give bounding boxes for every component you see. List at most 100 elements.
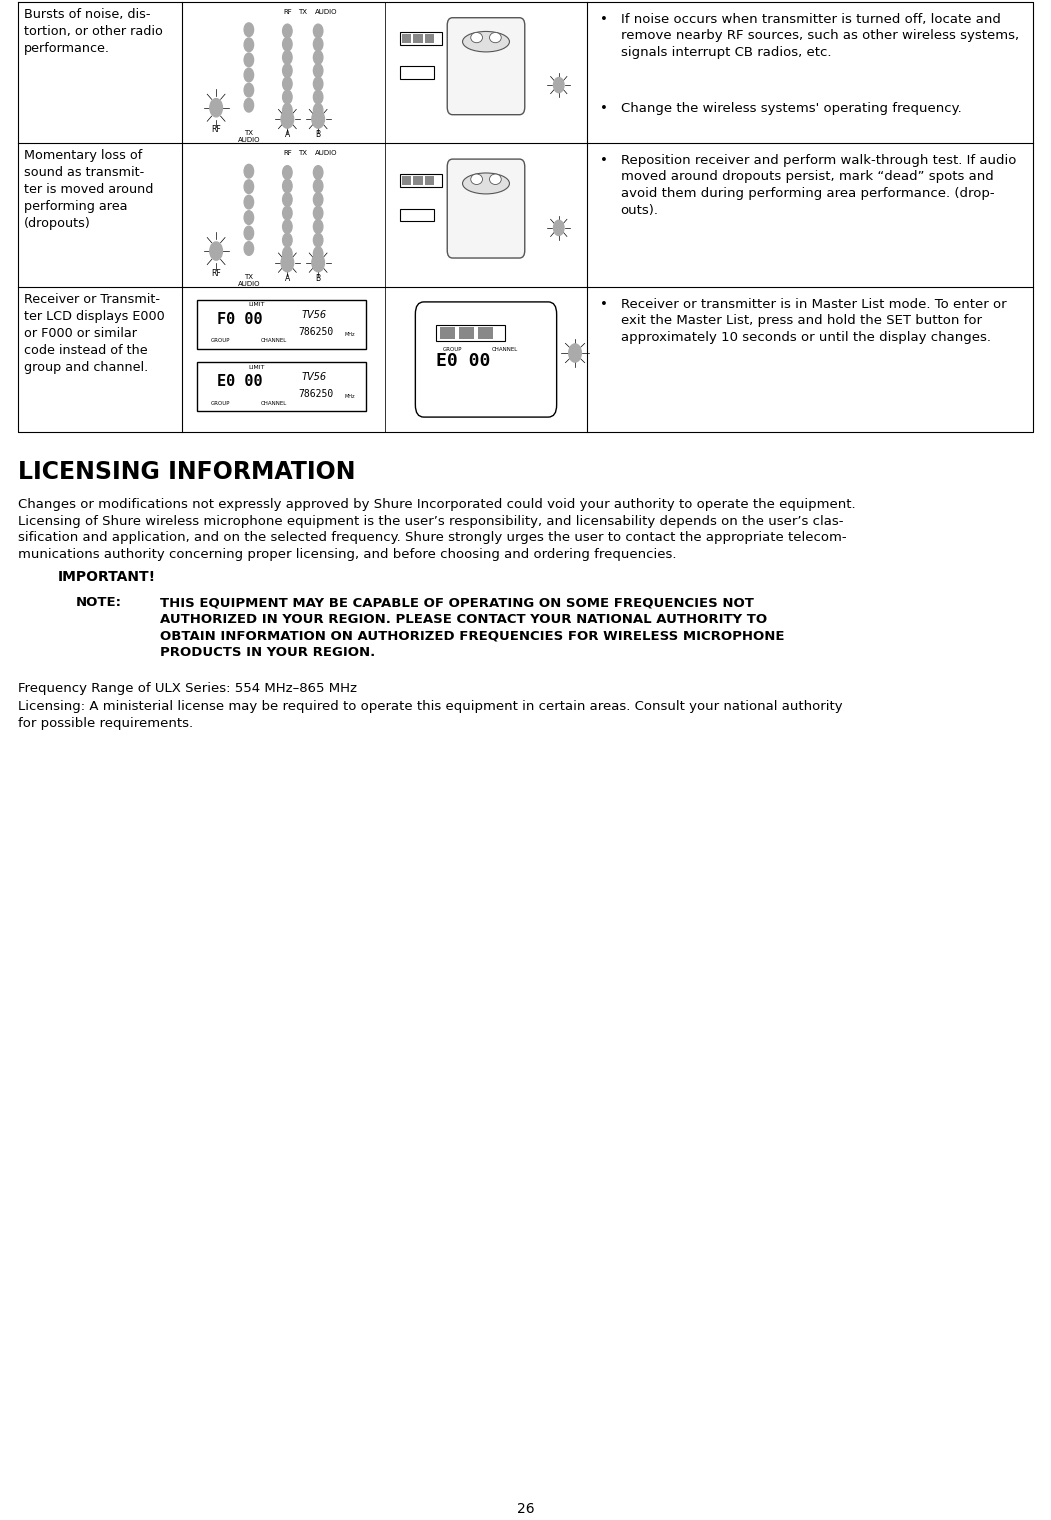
Circle shape bbox=[244, 23, 253, 36]
Circle shape bbox=[313, 38, 323, 52]
FancyBboxPatch shape bbox=[415, 302, 557, 416]
Bar bbox=[413, 33, 423, 43]
Circle shape bbox=[313, 246, 323, 260]
Circle shape bbox=[313, 207, 323, 220]
Circle shape bbox=[283, 233, 292, 246]
Circle shape bbox=[244, 211, 253, 225]
Circle shape bbox=[313, 103, 323, 117]
Text: E0 00: E0 00 bbox=[218, 374, 263, 389]
Text: RF: RF bbox=[211, 125, 221, 134]
Circle shape bbox=[210, 99, 223, 117]
Circle shape bbox=[283, 220, 292, 234]
Bar bbox=[425, 33, 434, 43]
Text: GROUP: GROUP bbox=[210, 337, 230, 344]
Circle shape bbox=[554, 220, 564, 236]
Text: Receiver or Transmit-
ter LCD displays E000
or F000 or similar
code instead of t: Receiver or Transmit- ter LCD displays E… bbox=[24, 293, 165, 374]
Circle shape bbox=[313, 90, 323, 103]
FancyBboxPatch shape bbox=[448, 160, 524, 258]
Circle shape bbox=[313, 24, 323, 38]
Bar bbox=[459, 327, 474, 339]
Circle shape bbox=[554, 78, 564, 93]
Circle shape bbox=[569, 344, 581, 362]
Text: TX: TX bbox=[298, 150, 307, 155]
Ellipse shape bbox=[462, 32, 510, 52]
Circle shape bbox=[313, 78, 323, 91]
Bar bbox=[197, 299, 366, 350]
Text: Changes or modifications not expressly approved by Shure Incorporated could void: Changes or modifications not expressly a… bbox=[18, 499, 856, 561]
Ellipse shape bbox=[471, 173, 482, 184]
Text: THIS EQUIPMENT MAY BE CAPABLE OF OPERATING ON SOME FREQUENCIES NOT
AUTHORIZED IN: THIS EQUIPMENT MAY BE CAPABLE OF OPERATI… bbox=[160, 596, 784, 660]
Circle shape bbox=[244, 226, 253, 240]
Circle shape bbox=[244, 242, 253, 255]
Bar bbox=[439, 327, 455, 339]
Text: Frequency Range of ULX Series: 554 MHz–865 MHz: Frequency Range of ULX Series: 554 MHz–8… bbox=[18, 682, 357, 695]
Ellipse shape bbox=[490, 173, 501, 184]
Ellipse shape bbox=[490, 32, 501, 43]
Text: RF: RF bbox=[283, 9, 292, 15]
Ellipse shape bbox=[471, 32, 482, 43]
Circle shape bbox=[313, 233, 323, 246]
Circle shape bbox=[312, 254, 325, 272]
Circle shape bbox=[283, 207, 292, 220]
Circle shape bbox=[283, 24, 292, 38]
Text: Bursts of noise, dis-
tortion, or other radio
performance.: Bursts of noise, dis- tortion, or other … bbox=[24, 8, 163, 55]
Text: If noise occurs when transmitter is turned off, locate and
remove nearby RF sour: If noise occurs when transmitter is turn… bbox=[621, 12, 1018, 59]
Bar bbox=[399, 208, 434, 222]
Circle shape bbox=[283, 90, 292, 103]
Bar bbox=[425, 176, 434, 185]
Circle shape bbox=[244, 68, 253, 82]
Text: TX: TX bbox=[298, 9, 307, 15]
Bar bbox=[413, 176, 423, 185]
Text: •: • bbox=[600, 102, 607, 114]
Bar bbox=[197, 362, 366, 412]
Circle shape bbox=[244, 99, 253, 112]
Circle shape bbox=[313, 166, 323, 179]
Text: TX
AUDIO: TX AUDIO bbox=[238, 274, 260, 287]
Text: TV56: TV56 bbox=[302, 310, 327, 319]
Circle shape bbox=[313, 193, 323, 207]
Bar bbox=[401, 176, 411, 185]
Text: LIMIT: LIMIT bbox=[248, 365, 265, 369]
Text: A: A bbox=[285, 274, 290, 283]
Text: Reposition receiver and perform walk-through test. If audio
moved around dropout: Reposition receiver and perform walk-thr… bbox=[621, 154, 1016, 217]
FancyBboxPatch shape bbox=[448, 18, 524, 114]
Circle shape bbox=[244, 164, 253, 178]
Text: A: A bbox=[285, 131, 290, 140]
Text: Receiver or transmitter is in Master List mode. To enter or
exit the Master List: Receiver or transmitter is in Master Lis… bbox=[621, 298, 1006, 344]
Text: GROUP: GROUP bbox=[442, 347, 462, 351]
Text: LICENSING INFORMATION: LICENSING INFORMATION bbox=[18, 461, 355, 483]
Circle shape bbox=[283, 78, 292, 91]
Circle shape bbox=[283, 166, 292, 179]
Text: •: • bbox=[600, 298, 607, 310]
Circle shape bbox=[283, 179, 292, 193]
Text: AUDIO: AUDIO bbox=[314, 9, 337, 15]
Text: E0 00: E0 00 bbox=[436, 353, 491, 371]
Circle shape bbox=[313, 64, 323, 78]
Text: TV56: TV56 bbox=[302, 372, 327, 382]
Text: 26: 26 bbox=[517, 1502, 534, 1515]
Circle shape bbox=[313, 179, 323, 193]
Circle shape bbox=[313, 220, 323, 234]
Text: Change the wireless systems' operating frequency.: Change the wireless systems' operating f… bbox=[621, 102, 962, 114]
Text: NOTE:: NOTE: bbox=[76, 596, 122, 610]
Text: F0 00: F0 00 bbox=[218, 312, 263, 327]
Circle shape bbox=[283, 246, 292, 260]
Circle shape bbox=[244, 38, 253, 52]
Text: CHANNEL: CHANNEL bbox=[492, 347, 518, 351]
Text: CHANNEL: CHANNEL bbox=[262, 400, 288, 406]
Text: Momentary loss of
sound as transmit-
ter is moved around
performing area
(dropou: Momentary loss of sound as transmit- ter… bbox=[24, 149, 153, 230]
Circle shape bbox=[313, 50, 323, 64]
Circle shape bbox=[283, 38, 292, 52]
Text: 786250: 786250 bbox=[298, 327, 334, 337]
Circle shape bbox=[312, 109, 325, 128]
Circle shape bbox=[283, 193, 292, 207]
Bar bbox=[478, 327, 493, 339]
Circle shape bbox=[244, 53, 253, 67]
Circle shape bbox=[283, 103, 292, 117]
Text: •: • bbox=[600, 12, 607, 26]
Circle shape bbox=[283, 64, 292, 78]
Text: MHz: MHz bbox=[345, 394, 355, 400]
Text: CHANNEL: CHANNEL bbox=[262, 337, 288, 344]
Text: Licensing: A ministerial license may be required to operate this equipment in ce: Licensing: A ministerial license may be … bbox=[18, 701, 843, 730]
Circle shape bbox=[281, 109, 293, 128]
